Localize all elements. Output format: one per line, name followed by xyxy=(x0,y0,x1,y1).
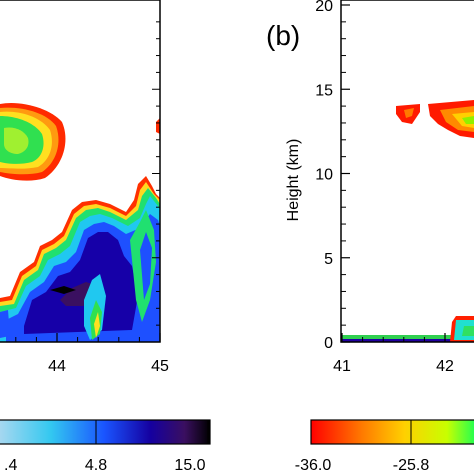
panel-a: 44 45 .4 4.8 15.0 xyxy=(0,0,211,474)
panel-a-upper-cloud-core xyxy=(4,127,29,154)
panel-b-surface-block-green xyxy=(462,326,474,336)
panel-a-colorbar-label-2: 15.0 xyxy=(174,457,205,474)
panel-b-cloud-right-green xyxy=(462,116,474,124)
panel-a-right-streak-blue xyxy=(140,232,152,300)
panel-b-label: (b) xyxy=(266,20,300,51)
panel-a-pocket-yellow xyxy=(94,312,100,338)
panel-a-left-fragment xyxy=(0,310,10,338)
panel-b-ytick-label-15: 15 xyxy=(315,82,333,99)
panel-b-ytick-label-20: 20 xyxy=(315,0,333,15)
panel-b-ytick-label-10: 10 xyxy=(315,167,333,184)
panel-a-frame xyxy=(0,0,161,343)
panel-a-xtick-label-45: 45 xyxy=(151,358,169,375)
panel-b-colorbar-label-0: -36.0 xyxy=(295,457,332,474)
panel-b-ytick-labels: 0 5 10 15 20 xyxy=(315,0,333,352)
panel-b-frame xyxy=(340,0,474,343)
panel-a-colorbar xyxy=(0,419,211,445)
panel-a-x-ticks xyxy=(15,21,161,342)
panel-a-lower-indigo xyxy=(24,232,138,334)
panel-b-cloud-left-inner xyxy=(404,108,414,118)
panel-b-xtick-label-42: 42 xyxy=(436,358,454,375)
panel-b-surface-green xyxy=(341,335,474,339)
panel-a-plot-area xyxy=(0,102,160,342)
panel-b-ylabel: Height (km) xyxy=(285,139,302,222)
panel-b-colorbar xyxy=(310,419,474,445)
panel-a-colorbar-label-0: .4 xyxy=(4,457,17,474)
panel-b-xtick-label-41: 41 xyxy=(333,358,351,375)
panel-b-ytick-label-0: 0 xyxy=(324,335,333,352)
panel-a-xtick-label-44: 44 xyxy=(48,358,66,375)
panel-a-colorbar-label-1: 4.8 xyxy=(85,457,107,474)
panel-b-ytick-label-5: 5 xyxy=(324,251,333,268)
panel-a-right-blip xyxy=(156,118,160,134)
panel-b-plot-area xyxy=(341,100,474,342)
panel-a-lower-dark xyxy=(50,286,76,294)
panel-b: (b) Height (km) 0 5 10 15 20 41 42 -36.0 -25… xyxy=(266,0,474,474)
panel-b-axis-ticks xyxy=(341,4,446,343)
panel-b-colorbar-label-1: -25.8 xyxy=(393,457,430,474)
panel-b-surface-blue xyxy=(341,339,474,342)
